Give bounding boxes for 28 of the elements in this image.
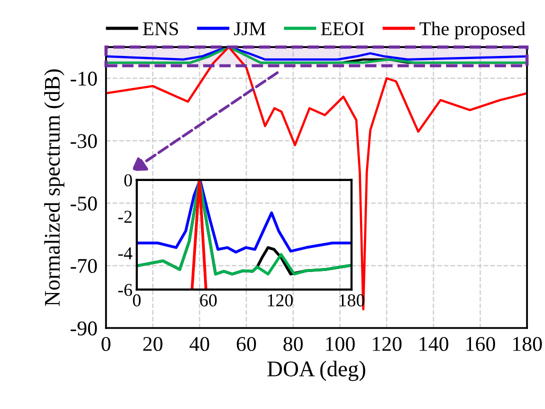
legend-label: ENS — [143, 22, 178, 36]
x-tick-label: 60 — [236, 336, 256, 352]
x-tick-label: 120 — [268, 294, 293, 306]
x-tick-label: 120 — [372, 336, 402, 352]
x-tick-label: 180 — [513, 336, 542, 352]
legend-label: JJM — [234, 22, 266, 36]
legend-label: The proposed — [420, 22, 526, 40]
y-tick-label: -30 — [70, 134, 97, 148]
x-tick-label: 160 — [466, 336, 496, 352]
y-tick-label: -70 — [70, 258, 97, 274]
y-tick-label: -6 — [118, 284, 132, 296]
legend-label: EEOI — [321, 22, 364, 36]
y-tick-label: 0 — [124, 174, 132, 186]
x-tick-label: 80 — [283, 336, 303, 352]
x-tick-label: 20 — [143, 336, 162, 352]
y-tick-label: -90 — [70, 321, 97, 336]
x-tick-label: 0 — [102, 336, 110, 352]
y-tick-label: -50 — [70, 196, 97, 211]
y-tick-label: -2 — [118, 210, 132, 223]
x-tick-label: 60 — [200, 294, 217, 306]
x-tick-label: 100 — [326, 336, 355, 352]
y-axis-title: Normalized spectrum (dB) — [44, 69, 64, 306]
y-tick-label: -4 — [118, 247, 132, 260]
y-tick-label: -10 — [70, 72, 97, 86]
x-axis-title: DOA (deg) — [267, 360, 366, 382]
x-tick-label: 0 — [132, 294, 141, 306]
x-tick-label: 40 — [190, 336, 210, 352]
x-tick-label: 140 — [420, 336, 448, 352]
